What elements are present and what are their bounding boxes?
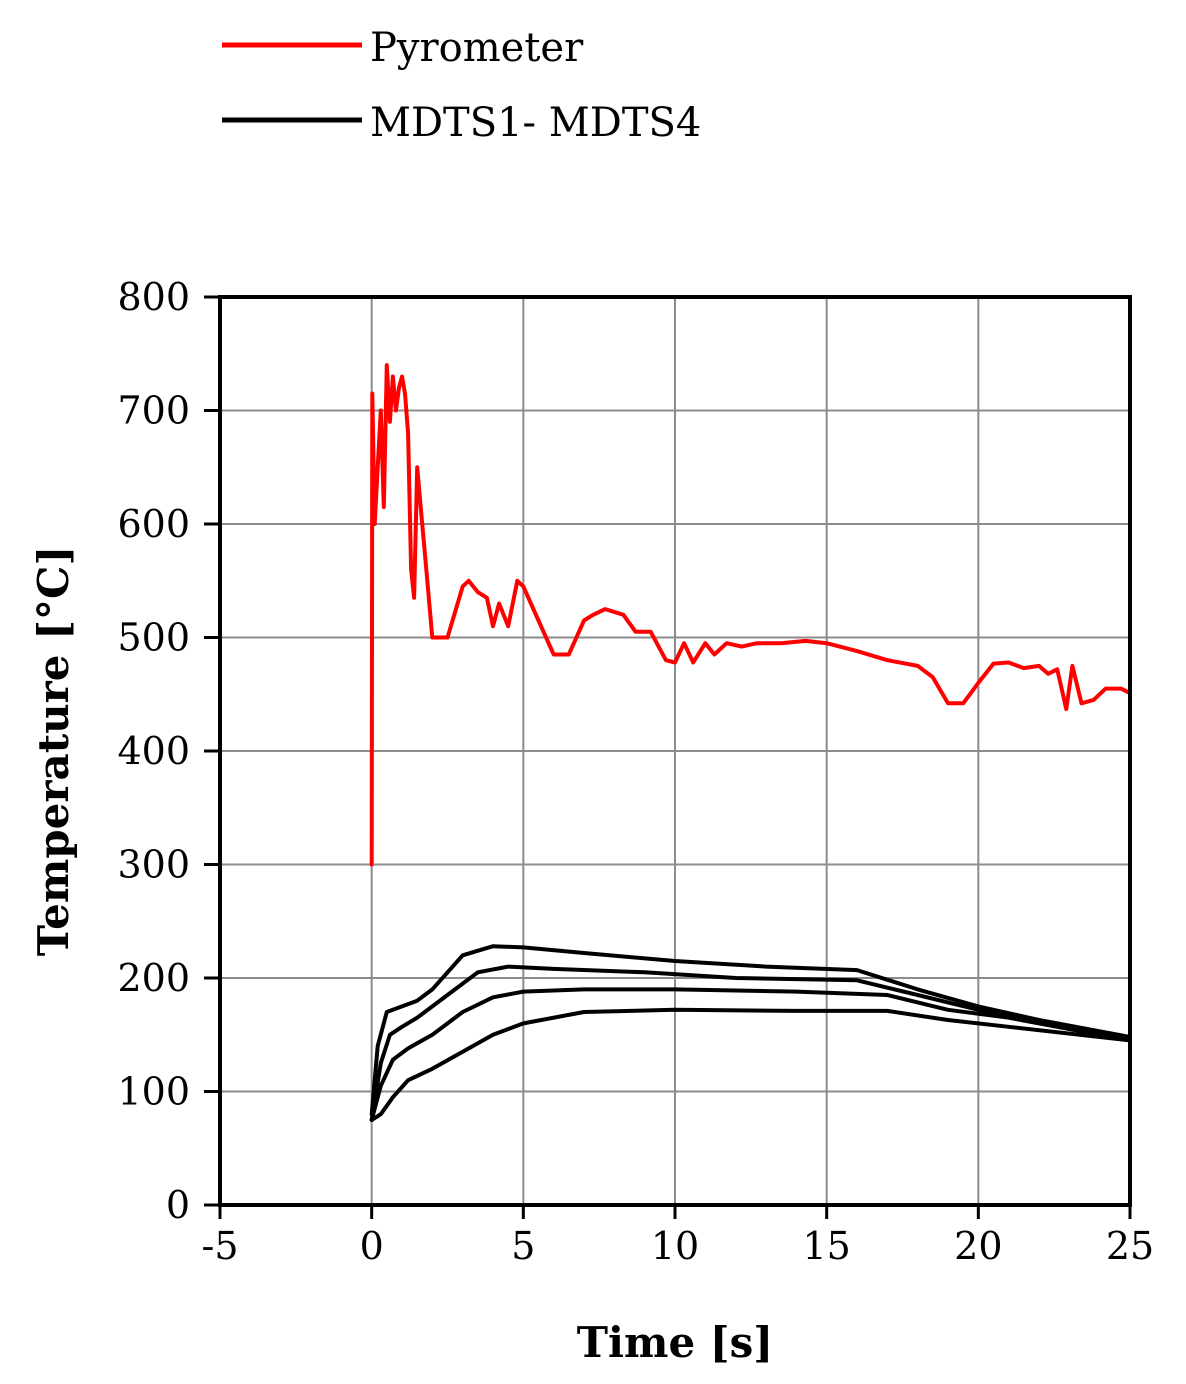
x-tick-label: 15 xyxy=(802,1224,850,1268)
series-lines xyxy=(369,363,1132,1122)
mdts-series-line xyxy=(369,1007,1132,1122)
y-tick-label: 600 xyxy=(117,502,190,546)
x-tick-label: 5 xyxy=(511,1224,535,1268)
y-tick-label: 200 xyxy=(117,956,190,1000)
y-tick-label: 100 xyxy=(117,1070,190,1114)
x-tick-label: 0 xyxy=(360,1224,384,1268)
x-tick-label: 10 xyxy=(651,1224,699,1268)
grid-lines xyxy=(220,297,1130,1205)
y-tick-label: 0 xyxy=(166,1183,190,1227)
x-tick-label: 25 xyxy=(1106,1224,1154,1268)
y-tick-label: 300 xyxy=(117,843,190,887)
legend-label: Pyrometer xyxy=(370,25,584,71)
y-axis-title: Temperature [°C] xyxy=(29,546,78,957)
y-tick-label: 800 xyxy=(117,275,190,319)
mdts-series-line xyxy=(369,987,1132,1122)
legend-label: MDTS1- MDTS4 xyxy=(370,100,701,146)
y-tick-label: 700 xyxy=(117,389,190,433)
x-tick-label: -5 xyxy=(201,1224,238,1268)
mdts-series-line xyxy=(369,964,1132,1122)
y-tick-label: 400 xyxy=(117,729,190,773)
y-tick-label: 500 xyxy=(117,616,190,660)
legend: Pyrometer MDTS1- MDTS4 xyxy=(222,25,701,146)
mdts-series-line xyxy=(369,944,1132,1117)
x-axis-title: Time [s] xyxy=(577,1318,773,1367)
x-tick-label: 20 xyxy=(954,1224,1002,1268)
pyrometer-series-line xyxy=(369,363,1132,867)
